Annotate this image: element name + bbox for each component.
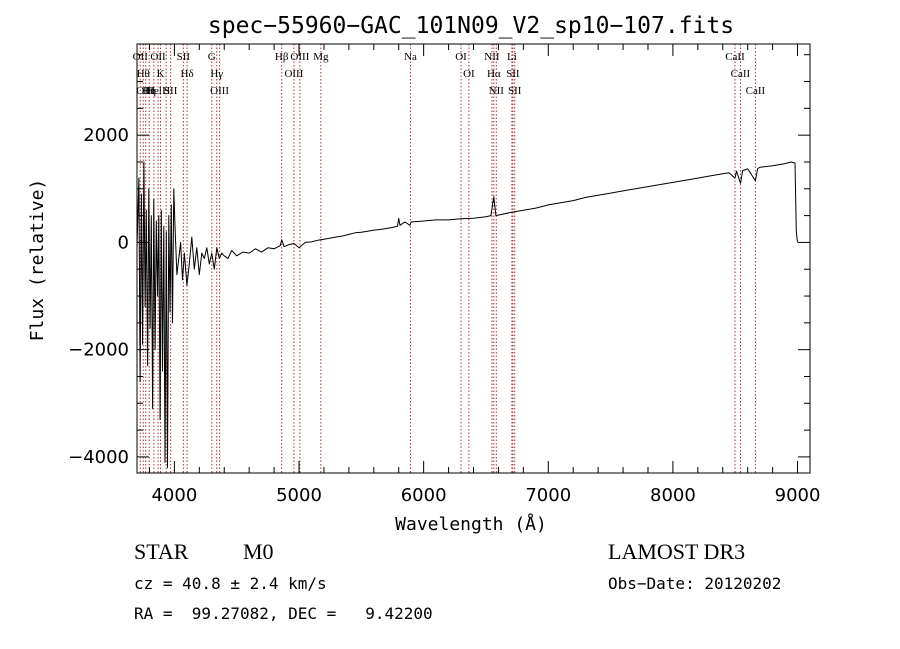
spectral-line-label: Hα	[487, 68, 501, 80]
spectral-line-label: OIII	[210, 85, 229, 97]
spectral-line-label: Na	[404, 51, 417, 63]
spectral-line-label: G	[208, 51, 216, 63]
x-tick-label: 6000	[401, 485, 447, 506]
spectral-line-label: Hη	[142, 85, 156, 97]
survey-name: LAMOST DR3	[608, 539, 746, 564]
y-tick-label: −4000	[68, 447, 129, 468]
x-tick-label: 8000	[650, 485, 696, 506]
spectral-line-label: Li	[507, 51, 517, 63]
spectral-line-label: Hβ	[275, 51, 289, 63]
y-tick-label: −2000	[68, 340, 129, 361]
spectral-line-label: OII	[150, 51, 166, 63]
coordinates-readout: RA = 99.27082, DEC = 9.42200	[134, 604, 433, 623]
spectral-line-label: OIII	[284, 68, 303, 80]
spectral-line-label: OIII	[290, 51, 309, 63]
obs-date: Obs−Date: 20120202	[608, 574, 782, 593]
x-tick-label: 9000	[775, 485, 821, 506]
chart-title: spec−55960−GAC_101N09_V2_sp10−107.fits	[208, 13, 734, 39]
x-tick-label: 7000	[525, 485, 571, 506]
flux-series	[136, 161, 798, 469]
spectral-line-label: CaII	[746, 85, 766, 97]
x-axis-label: Wavelength (Å)	[395, 513, 547, 535]
spectral-lines	[139, 44, 756, 473]
spectral-line-label: Mg	[313, 51, 329, 63]
x-tick-label: 4000	[151, 485, 197, 506]
y-tick-label: 2000	[83, 125, 129, 146]
plot-axes: 4000 5000 6000 7000 8000 9000 −4000 −2000 0 2000	[68, 43, 821, 506]
plot-frame	[136, 43, 811, 474]
spectral-line-label: H	[162, 85, 170, 97]
spectral-line-label: SII	[506, 68, 520, 80]
y-axis-label: Flux (relative)	[27, 179, 48, 342]
spectral-line-label: OI	[463, 68, 475, 80]
spectral-line-label: OIII	[136, 85, 155, 97]
spectral-line-label: OII	[133, 51, 149, 63]
spectral-line-label: SII	[177, 51, 191, 63]
spectral-line-label: Hγ	[210, 68, 223, 80]
spectral-line-label: Hδ	[181, 68, 194, 80]
y-tick-label: 0	[118, 232, 129, 253]
spectral-line-label: NII	[484, 51, 500, 63]
redshift-readout: cz = 40.8 ± 2.4 km/s	[134, 574, 327, 593]
spectral-line-label: Hel	[146, 85, 162, 97]
spectral-line-label: Hθ	[137, 68, 150, 80]
object-type: STAR	[134, 539, 189, 564]
flux-series-line	[136, 161, 798, 469]
spectral-line-label: CaII	[725, 51, 745, 63]
spectral-line-labels: OIIHθOIIIHηHelOIIKHSIISIIHδGHγOIIIHβOIII…	[133, 51, 766, 97]
spectral-line-label: SII	[508, 85, 522, 97]
spectral-line-label: K	[157, 68, 165, 80]
spectral-line-label: CaII	[731, 68, 751, 80]
spectral-line-label: NII	[489, 85, 505, 97]
x-tick-label: 5000	[276, 485, 322, 506]
spectral-line-label: SII	[164, 85, 178, 97]
spectral-subclass: M0	[243, 539, 274, 564]
spectral-line-label: OI	[455, 51, 467, 63]
